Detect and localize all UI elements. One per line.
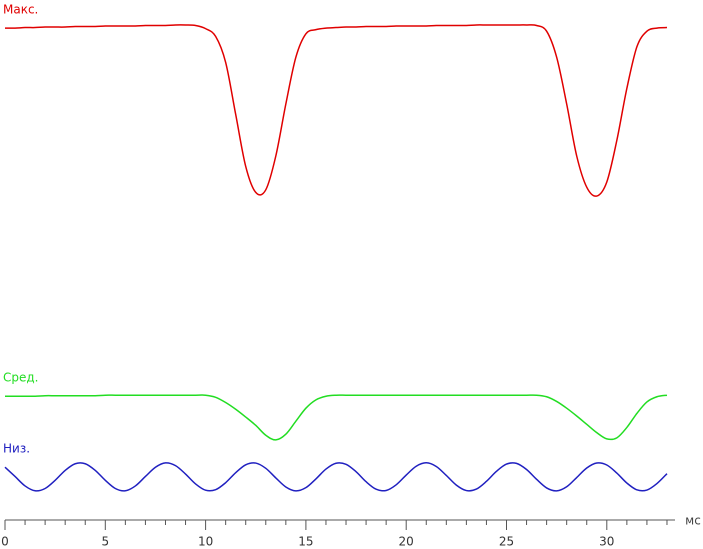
series-label: Макс. — [3, 3, 38, 17]
series-line — [4, 462, 668, 492]
series-line — [4, 24, 668, 197]
x-tick-label: 30 — [599, 535, 614, 549]
x-tick-label: 5 — [101, 535, 109, 549]
series-label: Сред. — [3, 371, 39, 385]
x-tick-label: 0 — [1, 535, 9, 549]
x-tick-label: 25 — [499, 535, 514, 549]
x-tick-label: 20 — [399, 535, 414, 549]
series-line — [5, 394, 668, 441]
x-tick-label: 10 — [198, 535, 213, 549]
x-axis-label: мс — [685, 514, 701, 528]
series-label: Низ. — [3, 442, 30, 456]
x-tick-label: 15 — [298, 535, 313, 549]
